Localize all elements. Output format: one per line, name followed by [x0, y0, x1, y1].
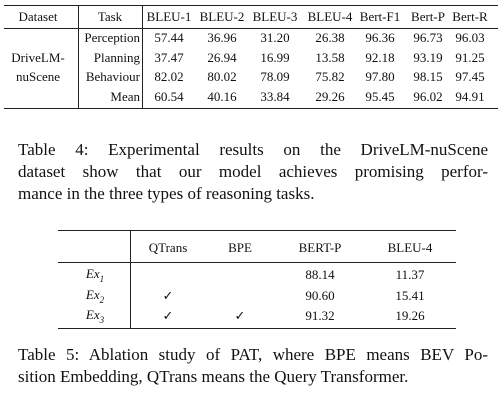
cell: 16.99 [260, 50, 290, 65]
cell: 19.26 [395, 308, 425, 323]
cell: 97.45 [455, 69, 485, 84]
subscript: 3 [99, 314, 105, 325]
rule [4, 28, 498, 29]
rule [130, 230, 131, 328]
cell: 96.03 [455, 30, 485, 45]
cell: nuScene [15, 69, 61, 84]
cell: ✓ [162, 308, 174, 323]
cell: 80.02 [207, 69, 237, 84]
cell: 88.14 [305, 267, 335, 282]
caption: mance in the three types of reasoning ta… [18, 184, 315, 203]
cell: Behaviour [85, 69, 140, 84]
cell: 96.02 [413, 89, 443, 104]
header-cell: BLEU-1 [146, 9, 192, 24]
row-label: Ex1 [85, 266, 105, 284]
header-cell: QTrans [148, 240, 188, 255]
rule [58, 262, 456, 263]
cell: DriveLM- [11, 50, 65, 65]
cell: 92.18 [365, 50, 395, 65]
cell: 82.02 [154, 69, 184, 84]
cell: 11.37 [395, 267, 425, 282]
header-cell: Task [97, 9, 123, 24]
cell: 33.84 [260, 89, 290, 104]
cell: ✓ [234, 308, 246, 323]
cell: 90.60 [305, 288, 335, 303]
rule [4, 5, 498, 6]
header-cell: BLEU-4 [387, 240, 433, 255]
cell: 13.58 [315, 50, 345, 65]
cell: 37.47 [154, 50, 184, 65]
cell: 95.45 [365, 89, 395, 104]
subscript: 1 [99, 273, 105, 284]
cell: 15.41 [395, 288, 425, 303]
rule [78, 5, 79, 108]
rule [142, 5, 143, 108]
cell: 91.25 [455, 50, 485, 65]
cell: 40.16 [207, 89, 237, 104]
cell: 97.80 [365, 69, 395, 84]
caption: sition Embedding, QTrans means the Query… [18, 367, 409, 386]
cell: 29.26 [315, 89, 345, 104]
cell: 26.94 [207, 50, 237, 65]
cell: 98.15 [413, 69, 443, 84]
subscript: 2 [99, 294, 105, 305]
header-cell: BLEU-4 [307, 9, 353, 24]
header-cell: BLEU-3 [252, 9, 298, 24]
cell: 93.19 [413, 50, 443, 65]
cell: 91.32 [305, 308, 335, 323]
cell: 78.09 [260, 69, 290, 84]
rule [58, 230, 456, 231]
cell: 96.73 [413, 30, 443, 45]
cell: 96.36 [365, 30, 395, 45]
rule [4, 108, 498, 109]
cell: 60.54 [154, 89, 184, 104]
caption: dataset show that our model achieves pro… [18, 162, 488, 181]
header-cell: BERT-P [298, 240, 342, 255]
header-cell: Bert-R [452, 9, 488, 24]
caption: Table 4: Experimental results on the Dri… [18, 140, 488, 159]
header-cell: BLEU-2 [199, 9, 245, 24]
cell: 36.96 [207, 30, 237, 45]
row-label: Ex2 [85, 287, 105, 305]
header-cell: Bert-P [411, 9, 445, 24]
cell: 57.44 [154, 30, 184, 45]
cell: 31.20 [260, 30, 290, 45]
cell: ✓ [162, 288, 174, 303]
cell: Mean [110, 89, 140, 104]
cell: Perception [84, 30, 140, 45]
row-label: Ex3 [85, 307, 105, 325]
rule [58, 328, 456, 329]
cell: 94.91 [455, 89, 485, 104]
cell: 26.38 [315, 30, 345, 45]
cell: Planning [93, 50, 140, 65]
header-cell: BPE [228, 240, 252, 255]
header-cell: Dataset [18, 9, 58, 24]
caption: Table 5: Ablation study of PAT, where BP… [18, 345, 488, 364]
header-cell: Bert-F1 [359, 9, 401, 24]
cell: 75.82 [315, 69, 345, 84]
